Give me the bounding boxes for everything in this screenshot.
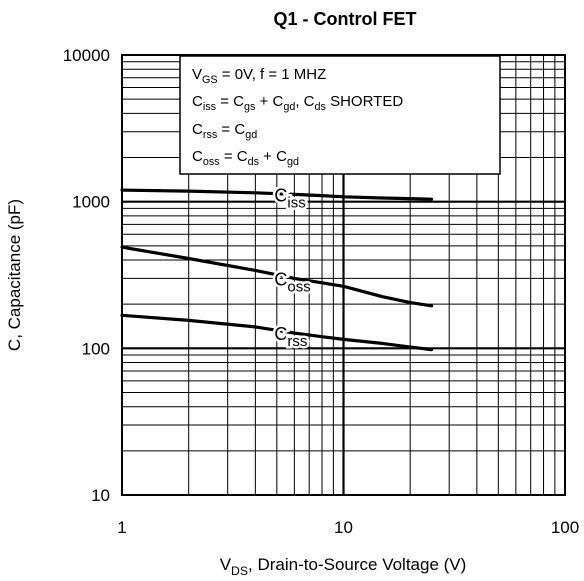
curve-label-ciss: Ciss bbox=[274, 185, 305, 211]
curve-label-crss: Crss bbox=[274, 324, 307, 350]
legend-line-vgs: VGS = 0V, f = 1 MHZ bbox=[192, 66, 326, 86]
y-axis-label: C, Capacitance (pF) bbox=[5, 199, 24, 351]
series-line-ciss bbox=[120, 188, 434, 201]
x-axis-label: VDS, Drain-to-Source Voltage (V) bbox=[220, 555, 467, 578]
y-tick-label: 1000 bbox=[72, 193, 110, 212]
y-tick-label: 10 bbox=[91, 486, 110, 505]
y-tick-label: 100 bbox=[82, 339, 110, 358]
legend-line-crss: Crss = Cgd bbox=[192, 121, 257, 141]
series-line-coss bbox=[120, 245, 434, 308]
curve-label-coss: Coss bbox=[274, 269, 310, 295]
series-line-crss bbox=[120, 313, 434, 352]
legend-line-coss: Coss = Cds + Cgd bbox=[192, 148, 299, 168]
legend-line-ciss: Ciss = Cgs + Cgd, Cds SHORTED bbox=[192, 93, 403, 113]
tick-labels: 1 10 100 10 100 1000 10000 bbox=[63, 46, 579, 537]
curve-labels: Ciss Coss Crss bbox=[272, 183, 313, 353]
x-tick-label: 10 bbox=[334, 518, 353, 537]
plot-frame bbox=[121, 54, 566, 496]
curve-layer bbox=[120, 188, 434, 352]
x-tick-label: 100 bbox=[551, 518, 579, 537]
chart-title: Q1 - Control FET bbox=[274, 9, 417, 29]
x-tick-label: 1 bbox=[117, 518, 126, 537]
y-tick-label: 10000 bbox=[63, 46, 110, 65]
conditions-legend: VGS = 0V, f = 1 MHZ Ciss = Cgs + Cgd, Cd… bbox=[179, 55, 501, 175]
legend-frame bbox=[179, 55, 501, 175]
